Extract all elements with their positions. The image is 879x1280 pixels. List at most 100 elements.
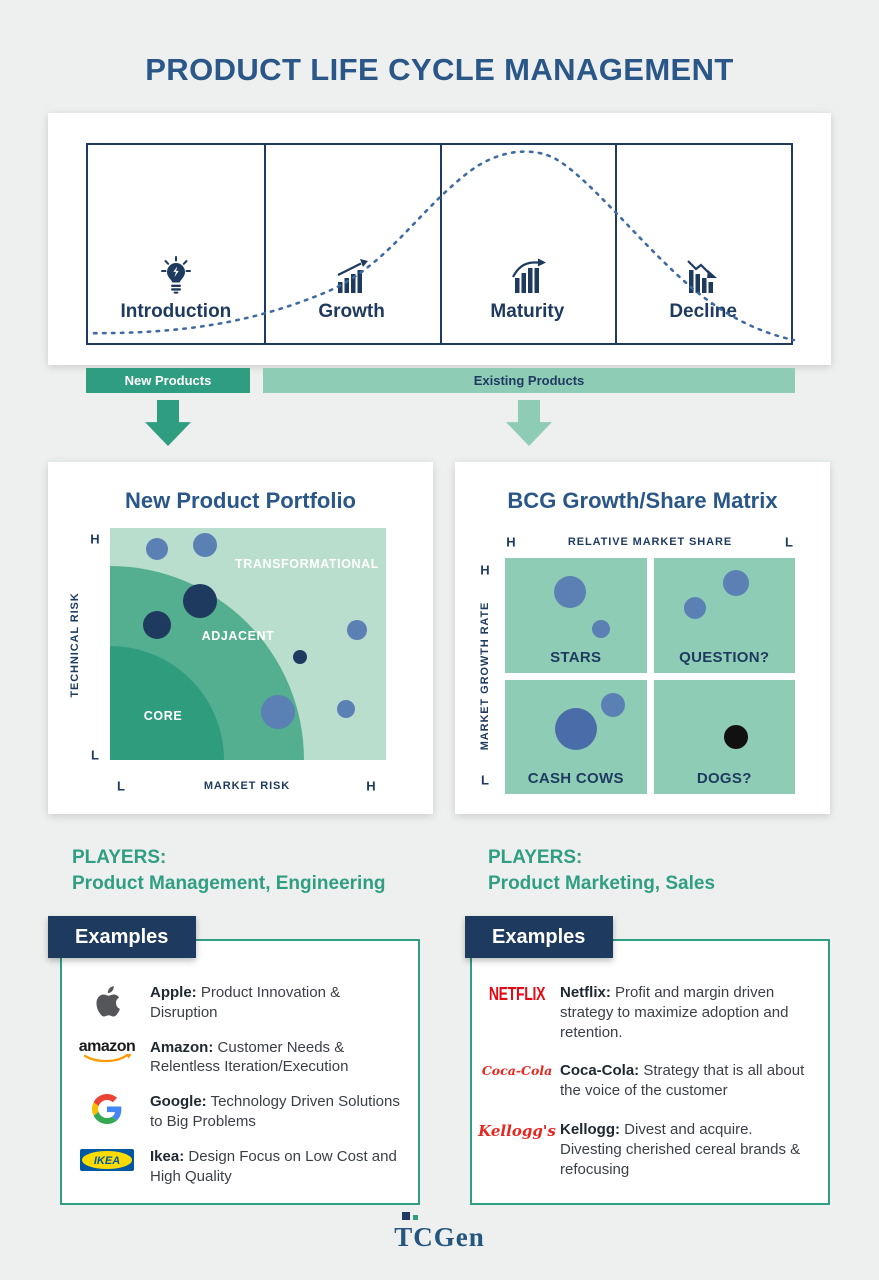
example-item-coca-cola: Coca-Cola Coca-Cola: Strategy that is al… <box>482 1061 812 1101</box>
new-products-band: New Products <box>86 368 250 393</box>
market-share-high-mark: H <box>506 534 516 550</box>
stage-label: Maturity <box>490 301 565 322</box>
ikea-logo: IKEA <box>76 1147 138 1171</box>
lightbulb-icon <box>160 256 191 294</box>
amazon-logo: amazon <box>76 1038 138 1065</box>
market-risk-high-mark: H <box>366 778 376 794</box>
bcg-grid: STARS QUESTION? CASH COWS DOGS? <box>505 558 795 794</box>
stage-growth: Growth <box>264 145 440 343</box>
svg-text:IKEA: IKEA <box>94 1155 120 1167</box>
stage-decline: Decline <box>615 145 791 343</box>
example-item-amazon: amazon Amazon: Customer Needs & Relentle… <box>76 1038 402 1078</box>
quadrant-stars: STARS <box>505 558 647 673</box>
technical-risk-low-mark: L <box>91 747 99 763</box>
brand-name: Kellogg: <box>560 1120 620 1138</box>
examples-box-left: Apple: Product Innovation & Disruption a… <box>60 939 420 1205</box>
brand-description: Design Focus on Low Cost and High Qualit… <box>150 1147 397 1185</box>
example-text: Ikea: Design Focus on Low Cost and High … <box>150 1147 402 1187</box>
players-heading: PLAYERS: <box>488 847 583 868</box>
amazon-smile-icon <box>83 1053 132 1063</box>
examples-header-right: Examples <box>465 916 613 958</box>
example-text: Coca-Cola: Strategy that is all about th… <box>560 1061 812 1101</box>
bubble <box>683 597 706 620</box>
apple-logo <box>76 983 138 1019</box>
core-zone-label: CORE <box>143 709 183 723</box>
example-item-ikea: IKEA Ikea: Design Focus on Low Cost and … <box>76 1147 402 1187</box>
transformational-zone-label: TRANSFORMATIONAL <box>234 557 380 571</box>
brand-description: Profit and margin driven strategy to max… <box>560 984 789 1041</box>
kelloggs-wordmark: Kellogg's <box>478 1121 556 1140</box>
example-item-kellogg: Kellogg's Kellogg: Divest and acquire. D… <box>478 1120 812 1179</box>
tcgen-wordmark: TCGen <box>394 1222 485 1252</box>
stage-label: Decline <box>669 301 737 322</box>
stage-maturity: Maturity <box>440 145 616 343</box>
market-growth-rate-axis-label: MARKET GROWTH RATE <box>479 601 491 751</box>
market-risk-low-mark: L <box>117 778 125 794</box>
example-text: Kellogg: Divest and acquire. Divesting c… <box>560 1120 812 1179</box>
maturity-chart-icon <box>507 258 547 294</box>
brand-description: Product Innovation & Disruption <box>150 984 341 1021</box>
brand-name: Netflix: <box>560 984 611 1001</box>
growth-chart-icon <box>332 258 372 294</box>
players-heading: PLAYERS: <box>72 847 167 868</box>
brand-description: Divest and acquire. Divesting cherished … <box>560 1120 801 1178</box>
coca-cola-wordmark: Coca-Cola <box>481 1063 553 1079</box>
example-text: Google: Technology Driven Solutions to B… <box>150 1092 402 1132</box>
examples-box-right: NETFLIX Netflix: Profit and margin drive… <box>470 939 830 1205</box>
examples-header-left: Examples <box>48 916 196 958</box>
bubble <box>293 649 308 664</box>
market-share-low-mark: L <box>785 534 793 550</box>
brand-description: Strategy that is all about the voice of … <box>560 1062 805 1100</box>
google-logo <box>76 1092 138 1125</box>
bcg-title: BCG Growth/Share Matrix <box>507 488 778 513</box>
netflix-wordmark: NETFLIX <box>488 982 546 1004</box>
example-text: Amazon: Customer Needs & Relentless Iter… <box>150 1038 402 1078</box>
players-right: PLAYERS: Product Marketing, Sales <box>488 845 715 896</box>
netflix-logo: NETFLIX <box>486 982 548 1004</box>
brand-name: Google: <box>150 1093 207 1111</box>
bubble <box>347 620 368 641</box>
players-left: PLAYERS: Product Management, Engineering <box>72 845 386 896</box>
tcgen-logo-mark-icon <box>401 1212 418 1220</box>
growth-rate-low-mark: L <box>481 772 489 788</box>
brand-name: Apple: <box>150 984 197 1001</box>
bubble <box>592 619 611 638</box>
bubble <box>193 533 218 558</box>
quadrant-label: CASH COWS <box>527 770 624 787</box>
example-item-google: Google: Technology Driven Solutions to B… <box>76 1092 402 1132</box>
bubble <box>722 570 749 597</box>
decline-chart-icon <box>683 258 723 294</box>
bubble <box>145 537 168 560</box>
quadrant-label: STARS <box>550 648 602 666</box>
technical-risk-axis-label: TECHNICAL RISK <box>69 592 81 698</box>
amazon-wordmark: amazon <box>78 1037 136 1055</box>
page-title: PRODUCT LIFE CYCLE MANAGEMENT <box>145 52 734 87</box>
brand-name: Amazon: <box>150 1038 214 1056</box>
adjacent-zone-label: ADJACENT <box>201 629 275 643</box>
lifecycle-card: Introduction Growth <box>48 113 831 365</box>
brand-description: Technology Driven Solutions to Big Probl… <box>150 1093 400 1130</box>
growth-rate-high-mark: H <box>480 562 490 578</box>
bubble <box>554 707 597 750</box>
portfolio-title: New Product Portfolio <box>125 488 356 513</box>
existing-products-band: Existing Products <box>263 368 795 393</box>
quadrant-label: DOGS? <box>696 770 752 787</box>
bubble <box>336 699 355 718</box>
tcgen-logo: TCGen <box>0 1212 879 1253</box>
quadrant-question: QUESTION? <box>653 558 795 673</box>
bcg-card: BCG Growth/Share Matrix H RELATIVE MARKE… <box>455 462 830 814</box>
market-risk-axis-label: MARKET RISK <box>203 780 291 792</box>
example-item-netflix: NETFLIX Netflix: Profit and margin drive… <box>486 982 812 1042</box>
bubble <box>261 695 296 730</box>
bubble <box>600 692 625 717</box>
kelloggs-logo: Kellogg's <box>478 1120 556 1140</box>
bubble <box>723 724 748 749</box>
quadrant-cash-cows: CASH COWS <box>505 679 647 794</box>
example-text: Netflix: Profit and margin driven strate… <box>560 983 812 1042</box>
portfolio-plot: TRANSFORMATIONAL ADJACENT CORE <box>110 528 386 760</box>
bubble <box>554 576 587 609</box>
players-line: Product Marketing, Sales <box>488 872 716 894</box>
stage-introduction: Introduction <box>88 145 264 343</box>
stage-label: Growth <box>318 301 385 322</box>
